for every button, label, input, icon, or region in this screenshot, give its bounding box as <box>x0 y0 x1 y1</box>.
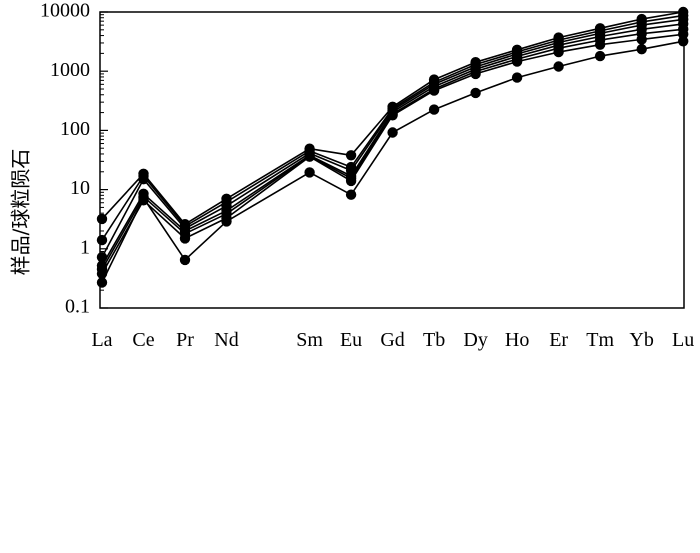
plot-frame <box>99 11 685 309</box>
x-tick-label: Lu <box>672 329 694 351</box>
x-tick-label: Gd <box>380 329 404 351</box>
data-point <box>96 234 108 246</box>
data-point <box>428 85 440 96</box>
data-point <box>345 175 357 187</box>
y-tick-label: 0.1 <box>65 296 90 318</box>
x-tick-label: Er <box>549 329 568 351</box>
data-point <box>96 277 108 288</box>
x-tick-label: Ce <box>132 329 154 351</box>
x-tick-label: Ho <box>505 329 529 351</box>
x-axis-ticks: La Ce Pr Nd Sm Eu Gd Tb Dy Ho Er Tm Yb Lu <box>91 329 694 351</box>
data-point <box>678 36 689 47</box>
y-axis-title: 样品/球粒陨石 <box>9 149 33 276</box>
data-point <box>221 216 232 227</box>
data-point <box>553 46 564 58</box>
series-line <box>101 28 684 270</box>
series-group <box>96 6 689 288</box>
x-tick-label: Nd <box>214 329 238 351</box>
y-tick-label: 1 <box>80 236 90 258</box>
data-point <box>179 233 191 244</box>
series-line <box>101 18 684 258</box>
data-point <box>96 213 108 225</box>
data-point <box>304 167 315 178</box>
data-point <box>345 150 357 161</box>
data-point <box>553 61 564 72</box>
data-point <box>511 56 523 67</box>
y-tick-label: 1000 <box>50 59 90 81</box>
data-point <box>470 87 481 99</box>
y-tick-label: 10000 <box>40 0 90 22</box>
y-tick-label: 100 <box>60 118 90 140</box>
series-line <box>101 40 684 283</box>
x-tick-label: Yb <box>629 329 653 351</box>
x-tick-label: Tm <box>586 329 614 351</box>
data-point <box>304 151 315 162</box>
x-tick-label: Sm <box>296 329 323 351</box>
x-tick-label: Tb <box>423 329 445 351</box>
series-line <box>101 33 684 275</box>
data-point <box>470 68 481 80</box>
y-tick-label: 10 <box>70 177 90 199</box>
data-point <box>428 104 440 115</box>
data-point <box>179 254 191 266</box>
x-tick-label: Eu <box>340 329 362 351</box>
data-point <box>138 192 149 204</box>
x-tick-label: Dy <box>463 329 487 351</box>
data-point <box>594 50 606 62</box>
x-tick-label: La <box>91 329 112 351</box>
data-point <box>636 34 647 45</box>
data-point <box>511 72 523 83</box>
series-line <box>101 14 684 241</box>
x-tick-label: Pr <box>176 329 194 351</box>
data-point <box>594 39 606 50</box>
series-line <box>101 23 684 267</box>
data-point <box>387 110 398 121</box>
y-axis-ticks: 0.1 1 10 100 1000 10000 <box>40 0 108 318</box>
data-point <box>387 127 398 138</box>
series-7 <box>96 36 689 288</box>
series-6 <box>96 29 689 279</box>
data-point <box>138 174 149 185</box>
data-point <box>636 44 647 55</box>
plot-area <box>99 11 685 309</box>
data-point <box>345 189 357 200</box>
series-line <box>101 11 684 225</box>
